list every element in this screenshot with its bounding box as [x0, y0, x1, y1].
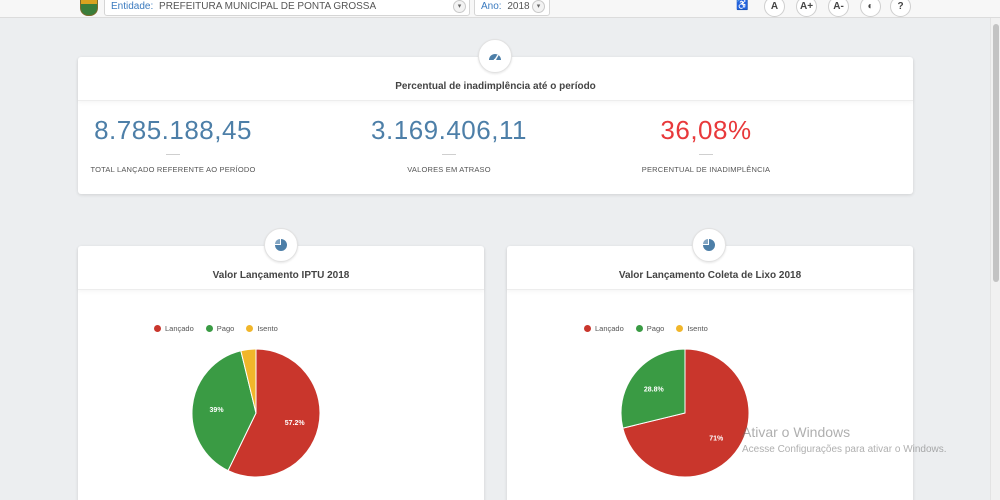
- chevron-down-icon[interactable]: ▾: [532, 0, 545, 13]
- font-normal-button[interactable]: A: [764, 0, 785, 17]
- stat-divider: [166, 154, 180, 155]
- legend-item-pago[interactable]: Pago: [205, 324, 235, 333]
- legend-item-isento[interactable]: Isento: [246, 324, 278, 333]
- legend-item-lancado[interactable]: Lançado: [154, 324, 194, 333]
- pie-chart-icon: [264, 228, 298, 262]
- label-pago: 28.8%: [644, 386, 665, 393]
- vertical-scrollbar[interactable]: [990, 18, 1000, 500]
- slice-pago[interactable]: [620, 348, 686, 429]
- summary-title: Percentual de inadimplência até o períod…: [78, 57, 913, 101]
- year-value: 2018: [507, 1, 530, 12]
- legend-label: Pago: [216, 324, 235, 333]
- stat-overdue-values: 3.169.406,11 VALORES EM ATRASO: [319, 115, 579, 174]
- chart-legend: Lançado Pago Isento: [154, 324, 278, 333]
- pie-chart-icon: [692, 228, 726, 262]
- slice-pago[interactable]: [191, 350, 257, 472]
- legend-swatch: [584, 325, 591, 332]
- chart-title: Valor Lançamento Coleta de Lixo 2018: [507, 246, 913, 290]
- year-select[interactable]: Ano: 2018 ▾: [474, 0, 550, 16]
- delinquency-summary-card: Percentual de inadimplência até o períod…: [78, 39, 913, 194]
- legend-swatch: [246, 325, 254, 332]
- stat-value: 8.785.188,45: [94, 115, 252, 145]
- stat-caption: VALORES EM ATRASO: [407, 165, 491, 174]
- garbage-collection-chart-card: Valor Lançamento Coleta de Lixo 2018 Lan…: [507, 228, 913, 500]
- windows-activation-hint: Acesse Configurações para ativar o Windo…: [742, 444, 947, 455]
- font-decrease-button[interactable]: A-: [828, 0, 849, 17]
- legend-label: Isento: [257, 324, 278, 333]
- legend-item-lancado[interactable]: Lançado: [584, 324, 624, 333]
- garbage-collection-pie-chart: 71% 28.8%: [620, 348, 750, 478]
- top-toolbar: Entidade: PREFEITURA MUNICIPAL DE PONTA …: [0, 0, 1000, 18]
- slice-lancado[interactable]: [227, 348, 321, 478]
- legend-label: Lançado: [595, 324, 624, 333]
- stat-caption: TOTAL LANÇADO REFERENTE AO PERÍODO: [90, 165, 256, 174]
- stat-delinquency-rate: 36,08% PERCENTUAL DE INADIMPLÊNCIA: [576, 115, 836, 174]
- entity-label: Entidade:: [111, 1, 154, 12]
- legend-label: Isento: [687, 324, 708, 333]
- help-button[interactable]: ?: [890, 0, 911, 17]
- windows-activation-watermark: Ativar o Windows: [742, 424, 851, 440]
- chevron-down-icon[interactable]: ▾: [453, 0, 466, 13]
- slice-isento[interactable]: [240, 348, 257, 414]
- font-increase-button[interactable]: A+: [796, 0, 817, 17]
- contrast-icon[interactable]: ◐: [860, 0, 881, 17]
- stat-caption: PERCENTUAL DE INADIMPLÊNCIA: [641, 165, 771, 174]
- stat-divider: [699, 154, 713, 155]
- slice-lancado[interactable]: [622, 348, 750, 478]
- stat-value: 36,08%: [660, 115, 752, 145]
- stat-divider: [442, 154, 456, 155]
- legend-label: Lançado: [165, 324, 194, 333]
- chart-legend: Lançado Pago Isento: [584, 324, 708, 333]
- legend-item-isento[interactable]: Isento: [676, 324, 708, 333]
- chart-title: Valor Lançamento IPTU 2018: [78, 246, 484, 290]
- legend-swatch: [205, 325, 213, 332]
- stat-value: 3.169.406,11: [371, 115, 527, 145]
- iptu-pie-chart: 57.2% 39%: [191, 348, 321, 478]
- stat-total-launched: 8.785.188,45 TOTAL LANÇADO REFERENTE AO …: [43, 115, 303, 174]
- scrollbar-thumb[interactable]: [993, 24, 999, 282]
- iptu-chart-card: Valor Lançamento IPTU 2018 Lançado Pago …: [78, 228, 484, 500]
- legend-label: Pago: [646, 324, 665, 333]
- entity-value: PREFEITURA MUNICIPAL DE PONTA GROSSA: [159, 1, 377, 12]
- legend-swatch: [676, 325, 684, 332]
- dashboard-gauge-icon: [478, 39, 512, 73]
- entity-select[interactable]: Entidade: PREFEITURA MUNICIPAL DE PONTA …: [104, 0, 470, 16]
- legend-swatch: [635, 325, 643, 332]
- label-pago: 39%: [210, 407, 225, 414]
- year-label: Ano:: [481, 1, 502, 12]
- label-lancado: 71%: [709, 436, 724, 443]
- legend-swatch: [154, 325, 161, 332]
- city-crest-logo: [80, 0, 98, 16]
- legend-item-pago[interactable]: Pago: [635, 324, 665, 333]
- label-lancado: 57.2%: [285, 420, 306, 427]
- accessibility-icon[interactable]: ♿: [736, 0, 749, 11]
